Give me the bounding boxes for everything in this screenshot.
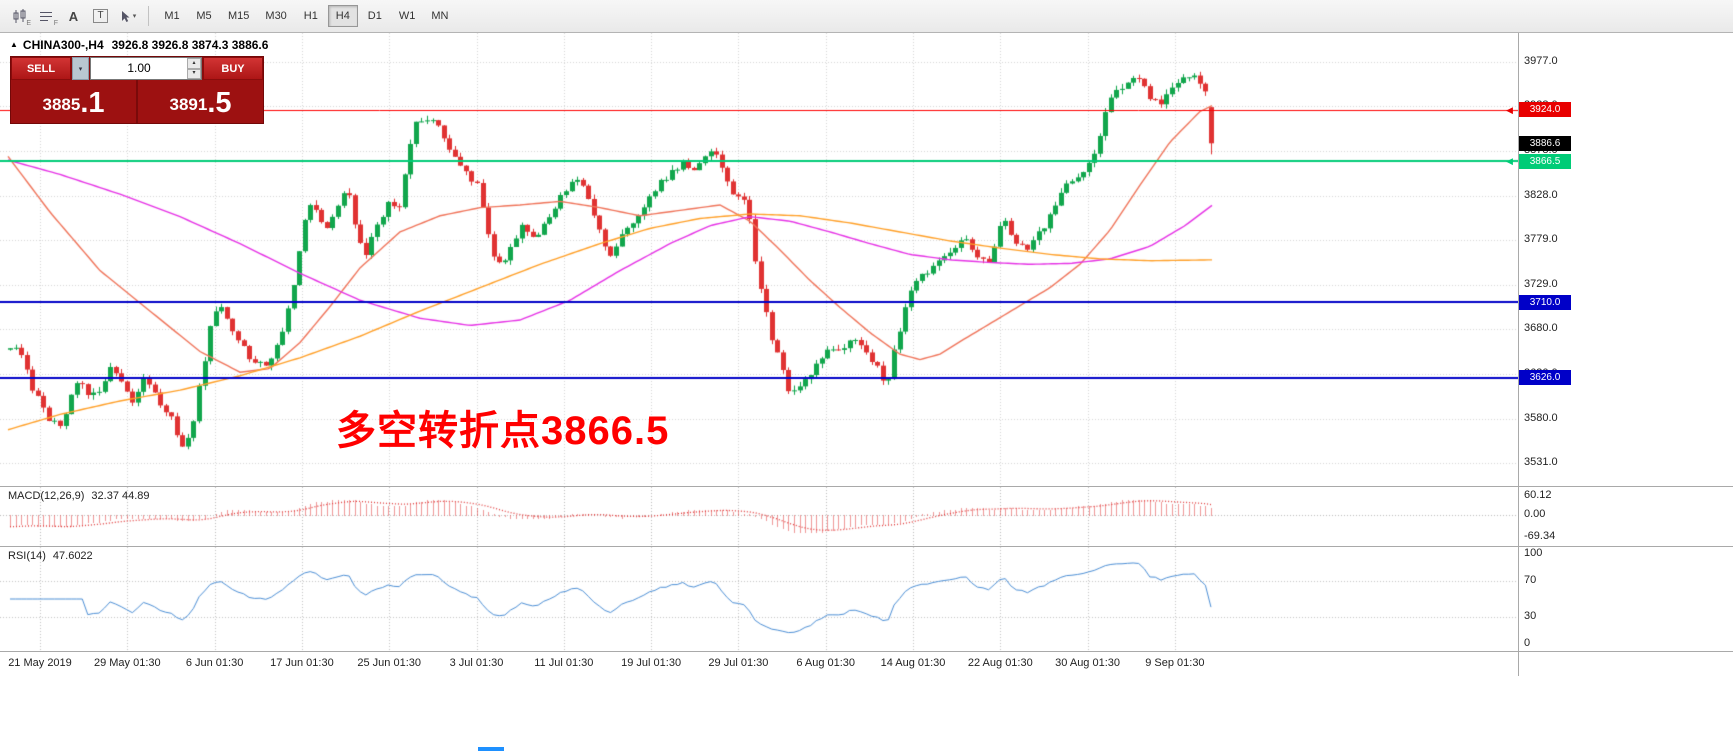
price-badge: 3710.0	[1519, 294, 1571, 310]
symbol-title: CHINA300-,H4	[22, 38, 104, 52]
one-click-trade-panel: SELL ▾ 1.00 ▴ ▾ BUY 3885.1 3891.5	[10, 56, 264, 124]
rsi-axis-label: 70	[1524, 574, 1537, 587]
sell-price-pips: .1	[80, 87, 105, 119]
price-axis-label: 3779.0	[1524, 233, 1558, 246]
time-axis-label[interactable]: 14 Aug 01:30	[880, 657, 946, 669]
volume-down-button[interactable]: ▾	[187, 68, 201, 79]
buy-price-pips: .5	[207, 87, 232, 119]
text-tool-glyph: A	[68, 8, 79, 24]
toolbar-separator	[148, 6, 149, 26]
price-badge: 3886.6	[1519, 135, 1571, 151]
panel-separator-rsi[interactable]	[0, 546, 1733, 547]
timeframe-h1-button[interactable]: H1	[296, 5, 326, 27]
sell-button[interactable]: SELL	[11, 57, 71, 80]
price-badge: 3866.5	[1519, 153, 1571, 169]
time-axis-label[interactable]: 30 Aug 01:30	[1055, 657, 1121, 669]
buy-price-main: 3891	[169, 95, 208, 114]
timeframe-m1-button[interactable]: M1	[157, 5, 187, 27]
buy-button[interactable]: BUY	[203, 57, 263, 80]
timeframe-d1-button[interactable]: D1	[360, 5, 390, 27]
macd-title: MACD(12,26,9)	[8, 490, 85, 502]
volume-stepper: ▴ ▾	[187, 58, 201, 79]
price-axis-label: 3977.0	[1524, 55, 1558, 68]
time-axis-label[interactable]: 29 May 01:30	[93, 657, 161, 669]
chart-annotation-text: 多空转折点3866.5	[336, 409, 670, 453]
macd-label: MACD(12,26,9) 32.37 44.89	[8, 490, 150, 502]
indicator-list-icon[interactable]: F	[33, 4, 60, 28]
indicator-list-sub-letter: F	[53, 20, 58, 27]
chevron-down-icon: ▾	[132, 13, 137, 20]
timeframe-group: M1 M5 M15 M30 H1 H4 D1 W1 MN	[156, 5, 456, 27]
timeframe-m5-button[interactable]: M5	[189, 5, 219, 27]
time-axis-label[interactable]: 21 May 2019	[8, 657, 72, 669]
time-axis-label[interactable]: 19 Jul 01:30	[621, 657, 682, 669]
panel-separator-macd[interactable]	[0, 486, 1733, 487]
time-axis-label[interactable]: 9 Sep 01:30	[1145, 657, 1205, 669]
price-badge: 3626.0	[1519, 370, 1571, 386]
rsi-axis-label: 30	[1524, 609, 1537, 622]
price-axis-label: 3680.0	[1524, 322, 1558, 335]
symbol-box-glyph: T	[93, 9, 108, 23]
price-scale-separator	[1518, 33, 1519, 676]
chart-type-sub-letter: E	[26, 20, 31, 27]
rsi-axis-label: 100	[1524, 547, 1543, 560]
time-axis-label[interactable]: 6 Jun 01:30	[185, 657, 244, 669]
time-axis-separator	[0, 651, 1733, 652]
symbol-box-icon[interactable]: T	[87, 4, 114, 28]
price-axis-label: 3828.0	[1524, 188, 1558, 201]
timeframe-w1-button[interactable]: W1	[392, 5, 423, 27]
macd-axis-label: 0.00	[1524, 507, 1546, 520]
rsi-current-value: 47.6022	[52, 550, 93, 562]
sell-price[interactable]: 3885.1	[11, 80, 136, 123]
timeframe-mn-button[interactable]: MN	[424, 5, 455, 27]
rsi-axis-label: 0	[1524, 636, 1531, 649]
line-arrow-icon: ◀	[1506, 156, 1513, 167]
timeframe-m30-button[interactable]: M30	[258, 5, 293, 27]
rsi-label: RSI(14) 47.6022	[8, 550, 93, 562]
timeframe-h4-button[interactable]: H4	[327, 5, 358, 27]
cursor-tool-icon[interactable]: ▾	[114, 4, 141, 28]
line-arrow-icon: ◀	[1506, 104, 1513, 115]
time-axis-label[interactable]: 29 Jul 01:30	[708, 657, 769, 669]
price-axis-label: 3729.0	[1524, 277, 1558, 290]
rsi-title: RSI(14)	[8, 550, 46, 562]
text-tool-icon[interactable]: A	[60, 4, 87, 28]
macd-axis-label: 60.12	[1524, 488, 1552, 501]
volume-value: 1.00	[127, 61, 151, 75]
ohlc-values: 3926.8 3926.8 3874.3 3886.6	[111, 38, 269, 52]
price-axis-label: 3580.0	[1524, 411, 1558, 424]
collapse-triangle-icon[interactable]: ▲	[10, 40, 18, 49]
rsi-chart-canvas[interactable]	[0, 547, 1518, 651]
time-axis-label[interactable]: 22 Aug 01:30	[967, 657, 1033, 669]
price-badge: 3924.0	[1519, 102, 1571, 118]
toolbar: E F A T ▾ M1 M5 M15 M30 H1 H4 D1 W1 MN	[0, 0, 1733, 33]
time-axis-label[interactable]: 25 Jun 01:30	[357, 657, 421, 669]
volume-up-button[interactable]: ▴	[187, 58, 201, 69]
order-type-dropdown[interactable]: ▾	[72, 57, 89, 80]
time-axis-label[interactable]: 6 Aug 01:30	[796, 657, 856, 669]
buy-price[interactable]: 3891.5	[136, 80, 263, 123]
chart-ohlc-header: ▲ CHINA300-,H4 3926.8 3926.8 3874.3 3886.6	[10, 38, 268, 52]
sell-price-main: 3885	[42, 95, 81, 114]
time-axis-label[interactable]: 3 Jul 01:30	[449, 657, 504, 669]
time-axis-label[interactable]: 17 Jun 01:30	[270, 657, 334, 669]
macd-axis-label: -69.34	[1524, 530, 1556, 543]
time-axis-label[interactable]: 11 Jul 01:30	[534, 657, 594, 669]
macd-chart-canvas[interactable]	[0, 487, 1518, 546]
volume-input[interactable]: 1.00 ▴ ▾	[90, 57, 202, 80]
price-axis-label: 3531.0	[1524, 455, 1558, 468]
chart-type-icon[interactable]: E	[6, 4, 33, 28]
macd-current-values: 32.37 44.89	[91, 490, 150, 502]
bottom-blue-mark	[478, 747, 504, 751]
timeframe-m15-button[interactable]: M15	[221, 5, 256, 27]
